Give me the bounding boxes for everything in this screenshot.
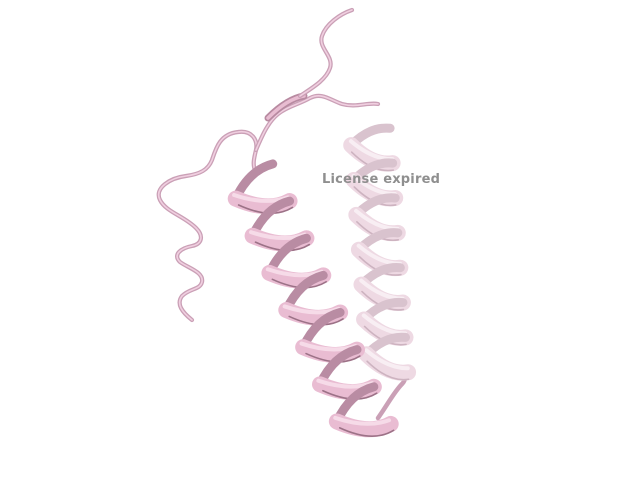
helix-right-turn-front [358, 346, 417, 381]
helix-left-turn-highlight [333, 415, 392, 426]
helix-right-turn-rim [366, 360, 410, 381]
helix-right-turn-highlight [364, 348, 410, 371]
license-watermark: License expired [322, 172, 441, 187]
coil-loops [156, 7, 408, 421]
helix-right [343, 123, 417, 381]
helix-left-turn-rim [338, 427, 395, 437]
helix-left [227, 159, 399, 438]
coil-left-terminal [156, 129, 259, 323]
helix-left-turn-front [328, 413, 399, 438]
